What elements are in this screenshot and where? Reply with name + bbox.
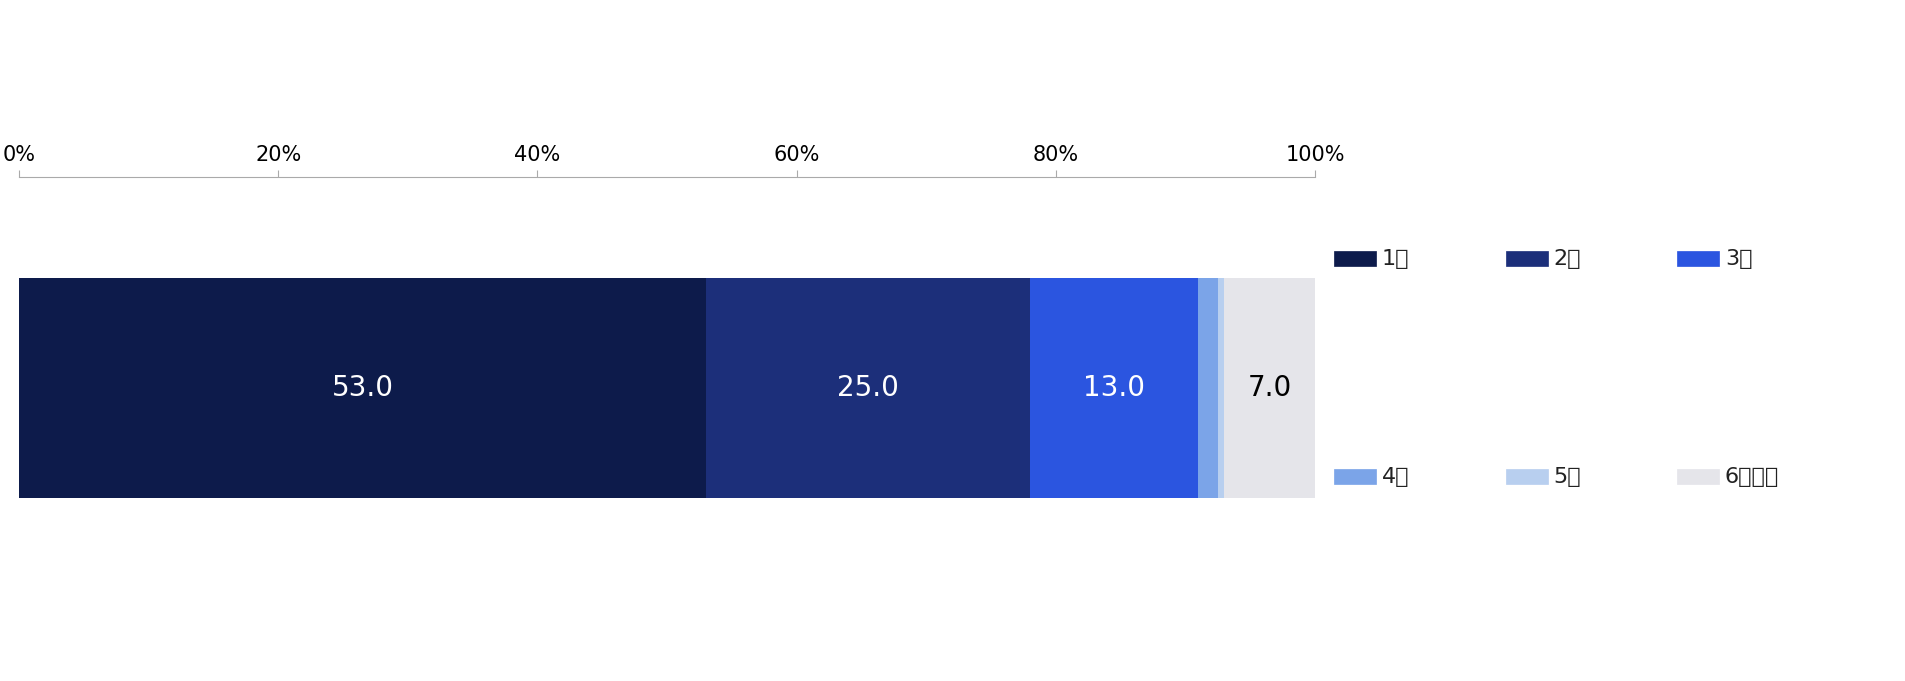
Bar xyxy=(1029,279,1198,498)
Text: 2回: 2回 xyxy=(1553,249,1579,269)
Text: 5回: 5回 xyxy=(1553,466,1579,487)
Bar xyxy=(1217,279,1223,498)
Text: 6回以上: 6回以上 xyxy=(1724,466,1777,487)
Text: 3回: 3回 xyxy=(1724,249,1751,269)
Bar xyxy=(19,279,705,498)
Bar xyxy=(1223,279,1314,498)
Text: 13.0: 13.0 xyxy=(1082,374,1145,402)
Text: 25.0: 25.0 xyxy=(836,374,899,402)
Bar xyxy=(705,279,1029,498)
Text: 53.0: 53.0 xyxy=(331,374,392,402)
Text: 1回: 1回 xyxy=(1381,249,1408,269)
Text: 4回: 4回 xyxy=(1381,466,1408,487)
Bar xyxy=(1198,279,1217,498)
Text: 7.0: 7.0 xyxy=(1248,374,1292,402)
